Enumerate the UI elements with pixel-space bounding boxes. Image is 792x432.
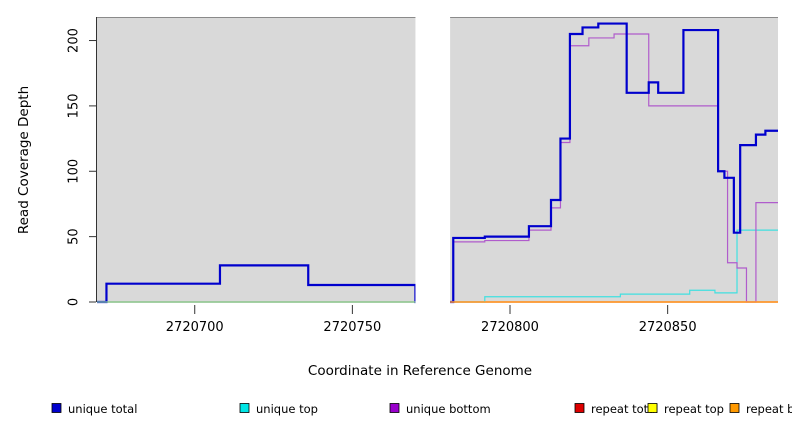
legend-swatch-icon — [574, 403, 585, 413]
y-tick-label: 50 — [67, 228, 82, 245]
y-tick-label: 200 — [67, 28, 82, 53]
legend-label: repeat total — [591, 402, 658, 416]
y-axis-title: Read Coverage Depth — [16, 86, 32, 234]
legend-label: unique top — [256, 402, 318, 416]
legend-label: unique total — [68, 402, 137, 416]
legend-swatch-icon — [239, 403, 250, 413]
x-axis-title: Coordinate in Reference Genome — [308, 363, 532, 379]
legend-label: repeat top — [664, 402, 724, 416]
x-tick-label: 2720800 — [481, 320, 539, 335]
legend-swatch-icon — [729, 403, 740, 413]
chart-tick-labels: 0 50 100 150 200 2720700 2720750 2720800 2720850 — [67, 28, 697, 335]
legend-label: repeat bottom — [746, 402, 792, 416]
legend-swatch-icon — [51, 403, 62, 413]
y-tick-label: 150 — [67, 93, 82, 118]
legend-swatch-icon — [647, 403, 658, 413]
x-tick-label: 2720700 — [166, 320, 224, 335]
y-tick-label: 0 — [67, 298, 82, 306]
legend-item-repeat-top[interactable]: repeat top — [647, 402, 724, 416]
legend-item-repeat-total[interactable]: repeat total — [574, 402, 658, 416]
legend-swatch-icon — [389, 403, 400, 413]
x-tick-label: 2720750 — [323, 320, 381, 335]
legend-label: unique bottom — [406, 402, 491, 416]
x-tick-label: 2720850 — [639, 320, 697, 335]
legend-item-unique-total[interactable]: unique total — [51, 402, 137, 416]
series-line-unique-total — [97, 22, 778, 304]
plot-panel-background — [97, 17, 778, 302]
chart-axes — [89, 17, 669, 314]
y-tick-label: 100 — [67, 159, 82, 184]
legend-item-repeat-bottom[interactable]: repeat bottom — [729, 402, 792, 416]
legend-item-unique-top[interactable]: unique top — [239, 402, 318, 416]
chart-legend: unique total unique top unique bottom repea… — [51, 402, 792, 416]
legend-item-unique-bottom[interactable]: unique bottom — [389, 402, 491, 416]
